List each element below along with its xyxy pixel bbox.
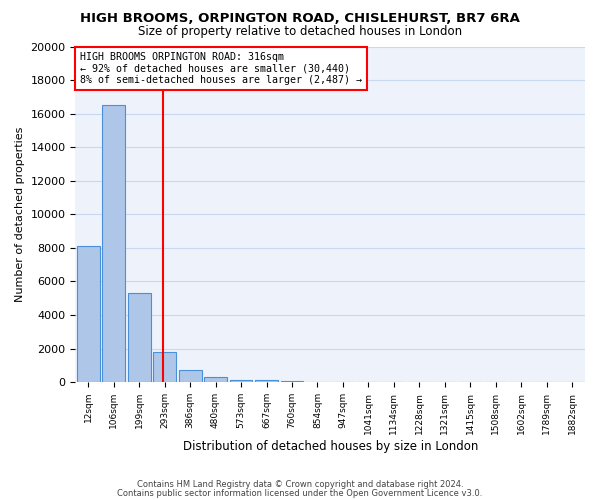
Y-axis label: Number of detached properties: Number of detached properties xyxy=(15,126,25,302)
Bar xyxy=(102,105,125,382)
Text: Contains public sector information licensed under the Open Government Licence v3: Contains public sector information licen… xyxy=(118,489,482,498)
Bar xyxy=(128,293,151,382)
Bar xyxy=(179,370,202,382)
Bar xyxy=(255,380,278,382)
Text: Contains HM Land Registry data © Crown copyright and database right 2024.: Contains HM Land Registry data © Crown c… xyxy=(137,480,463,489)
X-axis label: Distribution of detached houses by size in London: Distribution of detached houses by size … xyxy=(182,440,478,452)
Text: HIGH BROOMS ORPINGTON ROAD: 316sqm
← 92% of detached houses are smaller (30,440): HIGH BROOMS ORPINGTON ROAD: 316sqm ← 92%… xyxy=(80,52,362,84)
Bar xyxy=(230,380,253,382)
Text: HIGH BROOMS, ORPINGTON ROAD, CHISLEHURST, BR7 6RA: HIGH BROOMS, ORPINGTON ROAD, CHISLEHURST… xyxy=(80,12,520,26)
Bar xyxy=(204,377,227,382)
Bar xyxy=(77,246,100,382)
Bar xyxy=(153,352,176,382)
Text: Size of property relative to detached houses in London: Size of property relative to detached ho… xyxy=(138,25,462,38)
